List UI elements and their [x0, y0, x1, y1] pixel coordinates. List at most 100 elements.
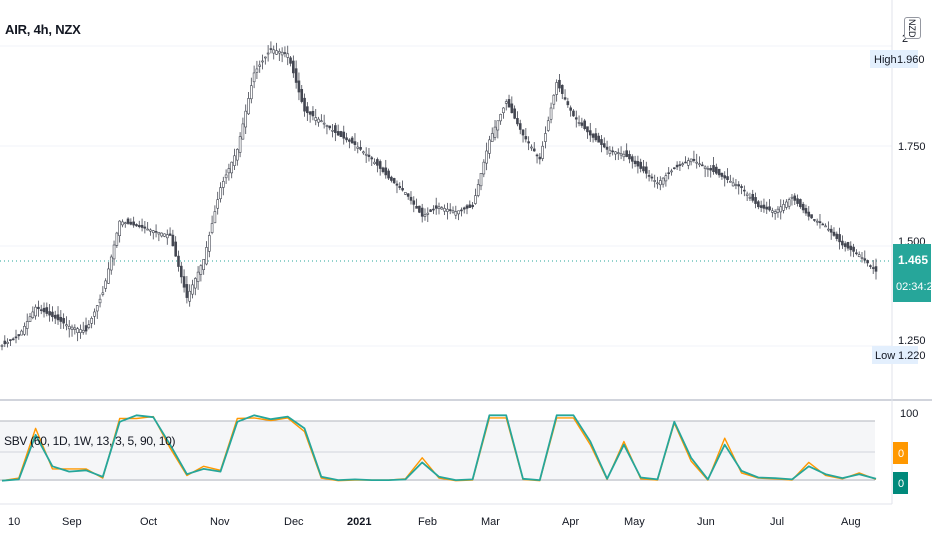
candle-body: [241, 123, 245, 140]
x-tick-label: 2021: [347, 516, 371, 528]
countdown-timer: 02:34:26: [896, 281, 932, 293]
candle-body: [765, 206, 769, 210]
candle-body: [577, 122, 581, 124]
candle-body: [628, 154, 631, 160]
candle-body: [591, 133, 595, 138]
candle-body: [785, 201, 788, 208]
candle-body: [583, 120, 586, 129]
currency-button[interactable]: NZD: [904, 17, 921, 39]
candle-body: [132, 221, 135, 226]
candle-body: [107, 268, 110, 284]
indicator-y-tick: 100: [900, 408, 918, 420]
low-label-box: [872, 346, 918, 364]
candle-body: [614, 151, 617, 155]
candle-body: [160, 232, 163, 237]
candle-body: [191, 284, 194, 295]
candle-body: [317, 118, 320, 123]
candle-body: [406, 193, 410, 197]
candle-body: [468, 204, 472, 208]
candle-body: [9, 339, 12, 341]
candle-body: [636, 161, 640, 167]
candle-body: [67, 325, 71, 330]
candle-body: [846, 242, 850, 249]
indicator-badge-orange-value: 0: [898, 448, 904, 460]
candle-body: [530, 146, 533, 149]
candle-body: [689, 158, 693, 163]
candle-body: [269, 48, 273, 50]
x-tick-label: Feb: [418, 516, 437, 528]
candle-body: [513, 108, 516, 119]
x-tick-label: Oct: [140, 516, 157, 528]
candle-body: [339, 131, 343, 137]
candle-body: [429, 209, 432, 212]
indicator-legend[interactable]: SBV (60, 1D, 1W, 13, 3, 5, 90, 10): [4, 434, 176, 448]
x-tick-label: Sep: [62, 516, 82, 528]
candle-body: [146, 228, 149, 231]
candle-body: [773, 211, 777, 214]
candle-body: [179, 265, 183, 278]
candle-body: [286, 53, 290, 58]
x-tick-label: Nov: [210, 516, 230, 528]
candle-body: [580, 122, 584, 126]
candle-body: [619, 153, 623, 156]
candle-body: [451, 210, 455, 213]
candle-body: [560, 84, 564, 94]
candle-body: [474, 195, 477, 204]
y-tick-label: 1.250: [898, 335, 926, 347]
candle-body: [754, 197, 757, 204]
candle-body: [815, 220, 819, 223]
indicator-badge-orange: [893, 442, 908, 464]
candle-body: [412, 200, 416, 205]
candles-layer: [0, 41, 878, 351]
candle-body: [381, 167, 385, 173]
candle-body: [6, 341, 9, 344]
candle-body: [544, 133, 547, 142]
candle-body: [518, 123, 522, 130]
candle-body: [247, 98, 250, 115]
candle-body: [681, 163, 685, 166]
candle-body: [843, 243, 847, 247]
candle-body: [426, 212, 430, 215]
candle-body: [336, 131, 340, 136]
candle-body: [185, 284, 189, 298]
candle-body: [675, 164, 679, 168]
candle-body: [395, 183, 399, 186]
candle-body: [90, 318, 93, 324]
symbol-title[interactable]: AIR, 4h, NZX: [5, 22, 81, 37]
candle-body: [98, 298, 102, 304]
candle-body: [34, 306, 37, 317]
candle-body: [216, 199, 219, 209]
candle-body: [852, 246, 855, 252]
candle-body: [222, 180, 225, 188]
y-tick-label: 2: [902, 33, 908, 45]
candle-body: [737, 184, 741, 187]
candle-body: [832, 231, 836, 236]
candle-body: [202, 259, 205, 270]
candle-body: [787, 199, 791, 207]
candle-body: [678, 164, 682, 166]
candle-body: [219, 187, 222, 200]
candle-body: [712, 165, 715, 173]
candle-body: [482, 161, 486, 175]
candle-body: [549, 107, 553, 120]
candle-body: [659, 180, 662, 186]
candle-body: [112, 244, 116, 260]
candle-body: [423, 214, 427, 217]
candle-body: [493, 126, 497, 138]
main-gridlines: [0, 45, 892, 347]
candle-body: [569, 107, 572, 111]
candle-body: [23, 325, 26, 335]
candle-body: [70, 326, 74, 330]
candle-body: [462, 207, 466, 210]
candle-body: [56, 314, 60, 321]
x-tick-label: Mar: [481, 516, 500, 528]
candle-body: [611, 150, 614, 153]
candle-body: [325, 125, 329, 127]
candle-body: [437, 206, 441, 209]
candle-body: [751, 193, 755, 201]
candle-body: [602, 143, 606, 148]
candle-body: [835, 233, 839, 239]
x-tick-label: 10: [8, 516, 20, 528]
